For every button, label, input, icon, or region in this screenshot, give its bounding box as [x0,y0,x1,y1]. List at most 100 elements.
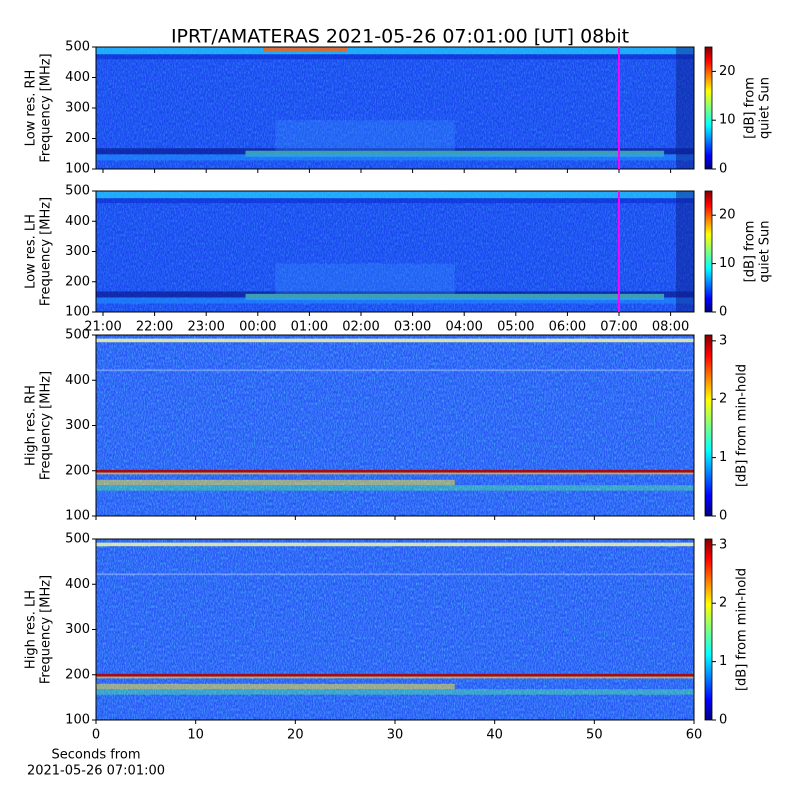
y-tick-label: 500 [65,328,90,343]
y-tick-label: 100 [65,162,90,177]
colorbar-tick-label: 0 [719,305,727,320]
spectrogram-feature [96,154,694,161]
y-tick-label: 500 [65,184,90,199]
spectrogram-feature [96,191,694,199]
colorbar [704,538,713,721]
x-tick-label: 02:00 [342,320,379,335]
colorbar-tick-label: 10 [719,113,736,128]
spectrogram-feature [96,54,694,60]
x-tick-label: 60 [686,728,703,743]
colorbar-label: [dB] from min-hold [735,568,750,691]
colorbar [704,46,713,170]
colorbar-tick-label: 2 [719,392,727,407]
y-tick-label: 200 [65,463,90,478]
x-tick-label: 08:00 [652,320,689,335]
y-tick-label: 400 [65,70,90,85]
spectrogram-feature [96,676,694,679]
y-tick-label: 300 [65,244,90,259]
spectrogram-feature [676,191,694,312]
x-tick-label: 01:00 [291,320,328,335]
y-axis-label: High res. RH [24,385,39,466]
y-axis-label: Frequency [MHz] [39,53,54,162]
spectrogram-noise [96,539,694,720]
x-tick-label: 50 [586,728,603,743]
colorbar-tick-label: 20 [719,208,736,223]
colorbar-tick-label: 20 [719,64,736,79]
spectrogram-feature [245,150,665,157]
colorbar-label: [dB] from [743,77,758,139]
colorbar [704,190,713,313]
colorbar-tick-label: 3 [719,333,727,348]
x-tick-label: 10 [187,728,204,743]
y-tick-label: 200 [65,274,90,289]
y-tick-label: 200 [65,667,90,682]
x-tick-label: 03:00 [394,320,431,335]
spectrogram-feature [96,673,694,677]
x-tick-label: 23:00 [187,320,224,335]
colorbar-label: [dB] from min-hold [735,364,750,487]
y-tick-label: 300 [65,101,90,116]
colorbar-tick-label: 0 [719,162,727,177]
x-tick-label: 40 [486,728,503,743]
spectrogram-feature [96,472,694,475]
spectrogram-feature [676,47,694,169]
y-tick-label: 500 [65,40,90,55]
spectrogram-feature [263,47,348,52]
x-tick-label: 04:00 [445,320,482,335]
spectrogram-feature [96,573,694,576]
spectrogram-feature [96,683,455,690]
y-axis-label: Frequency [MHz] [39,575,54,684]
x-tick-label: 21:00 [84,320,121,335]
y-axis-label: Frequency [MHz] [39,197,54,306]
colorbar-tick-label: 1 [719,654,727,669]
colorbar-tick-label: 0 [719,509,727,524]
spectrogram-feature [96,485,694,491]
spectrogram-feature [96,338,694,343]
spectrogram-feature [96,542,694,547]
colorbar-label: quiet Sun [758,77,773,139]
colorbar-tick-label: 0 [719,713,727,728]
spectrogram-feature [275,120,455,151]
spectrogram-feature [96,198,694,204]
y-axis-label: Frequency [MHz] [39,371,54,480]
spectrogram-feature [96,469,694,473]
x-tick-label: 05:00 [497,320,534,335]
y-axis-label: High res. LH [24,590,39,669]
x-axis-label: Seconds from [51,748,140,763]
colorbar-label: quiet Sun [758,220,773,282]
x-tick-label: 07:00 [600,320,637,335]
spectrogram-feature [96,689,694,695]
x-tick-label: 06:00 [549,320,586,335]
colorbar-tick-label: 3 [719,537,727,552]
x-tick-label: 0 [92,728,100,743]
colorbar [704,334,713,517]
spectrogram-feature [96,297,694,304]
y-axis-label: Low res. RH [24,70,39,147]
y-tick-label: 300 [65,418,90,433]
y-tick-label: 200 [65,131,90,146]
y-tick-label: 400 [65,214,90,229]
y-tick-label: 300 [65,622,90,637]
x-tick-label: 20 [287,728,304,743]
y-tick-label: 100 [65,305,90,320]
y-tick-label: 100 [65,713,90,728]
y-axis-label: Low res. LH [24,214,39,289]
colorbar-tick-label: 2 [719,596,727,611]
colorbar-tick-label: 1 [719,450,727,465]
spectrogram-noise [96,335,694,516]
x-tick-label: 30 [387,728,404,743]
spectrogram-feature [275,263,455,294]
y-tick-label: 500 [65,532,90,547]
colorbar-tick-label: 10 [719,256,736,271]
y-tick-label: 400 [65,373,90,388]
x-tick-label: 00:00 [239,320,276,335]
spectrogram-feature [96,479,455,486]
spectrogram-feature [96,369,694,372]
spectrogram-feature [245,293,665,300]
spectrogram-feature [96,47,694,55]
colorbar-label: [dB] from [743,221,758,283]
x-tick-label: 22:00 [136,320,173,335]
y-tick-label: 400 [65,577,90,592]
y-tick-label: 100 [65,509,90,524]
